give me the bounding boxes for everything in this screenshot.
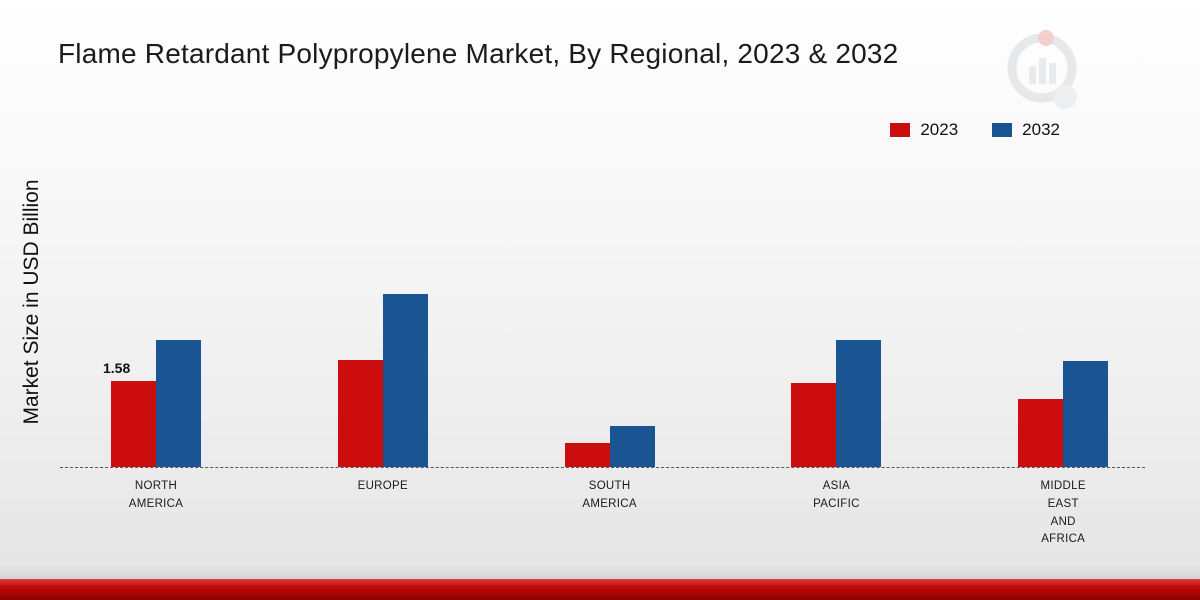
bar-group-south-america bbox=[564, 425, 655, 467]
value-label-1.58: 1.58 bbox=[103, 360, 131, 377]
bar-group-europe bbox=[337, 294, 428, 467]
bar-2032-south-america bbox=[609, 425, 655, 467]
bar-group-north-america bbox=[111, 339, 201, 467]
category-label-middle-east-and-africa: MIDDLE EAST AND AFRICA bbox=[1040, 480, 1086, 546]
bar-2032-europe bbox=[382, 294, 428, 467]
category-label-north-america: NORTH AMERICA bbox=[128, 480, 184, 510]
y-axis-label: Market Size in USD Billion bbox=[20, 179, 43, 425]
market-research-logo-icon bbox=[1007, 30, 1077, 109]
bar-2023-south-america bbox=[564, 442, 610, 467]
chart-title: Flame Retardant Polypropylene Market, By… bbox=[58, 38, 899, 69]
legend: 2023 2032 bbox=[890, 120, 1060, 140]
bar-2032-middle-east-and-africa bbox=[1063, 361, 1109, 467]
legend-label-2032: 2032 bbox=[1022, 120, 1060, 139]
bar-2023-middle-east-and-africa bbox=[1018, 398, 1064, 467]
category-label-europe: EUROPE bbox=[357, 480, 408, 492]
legend-item-2023: 2023 bbox=[890, 120, 958, 140]
category-label-asia-pacific: ASIA PACIFIC bbox=[813, 480, 860, 510]
legend-item-2032: 2032 bbox=[992, 120, 1060, 140]
legend-swatch-2023 bbox=[890, 123, 911, 137]
legend-label-2023: 2023 bbox=[920, 120, 959, 139]
bar-2032-north-america bbox=[156, 339, 201, 467]
bar-2023-europe bbox=[337, 360, 383, 467]
footer-red-bar bbox=[0, 579, 1200, 600]
bar-2032-asia-pacific bbox=[836, 339, 882, 467]
bar-2023-north-america bbox=[111, 381, 156, 467]
plot-area: 1.58 bbox=[60, 277, 1145, 468]
bar-group-asia-pacific bbox=[791, 339, 882, 467]
bar-2023-asia-pacific bbox=[791, 383, 837, 467]
x-axis-baseline bbox=[60, 467, 1145, 468]
category-label-south-america: SOUTH AMERICA bbox=[582, 480, 637, 510]
footer-fade bbox=[0, 565, 1200, 579]
category-labels: NORTH AMERICA EUROPE SOUTH AMERICA ASIA PACIFI… bbox=[60, 478, 1140, 578]
bar-group-middle-east-and-africa bbox=[1018, 361, 1109, 467]
legend-swatch-2032 bbox=[992, 123, 1013, 137]
